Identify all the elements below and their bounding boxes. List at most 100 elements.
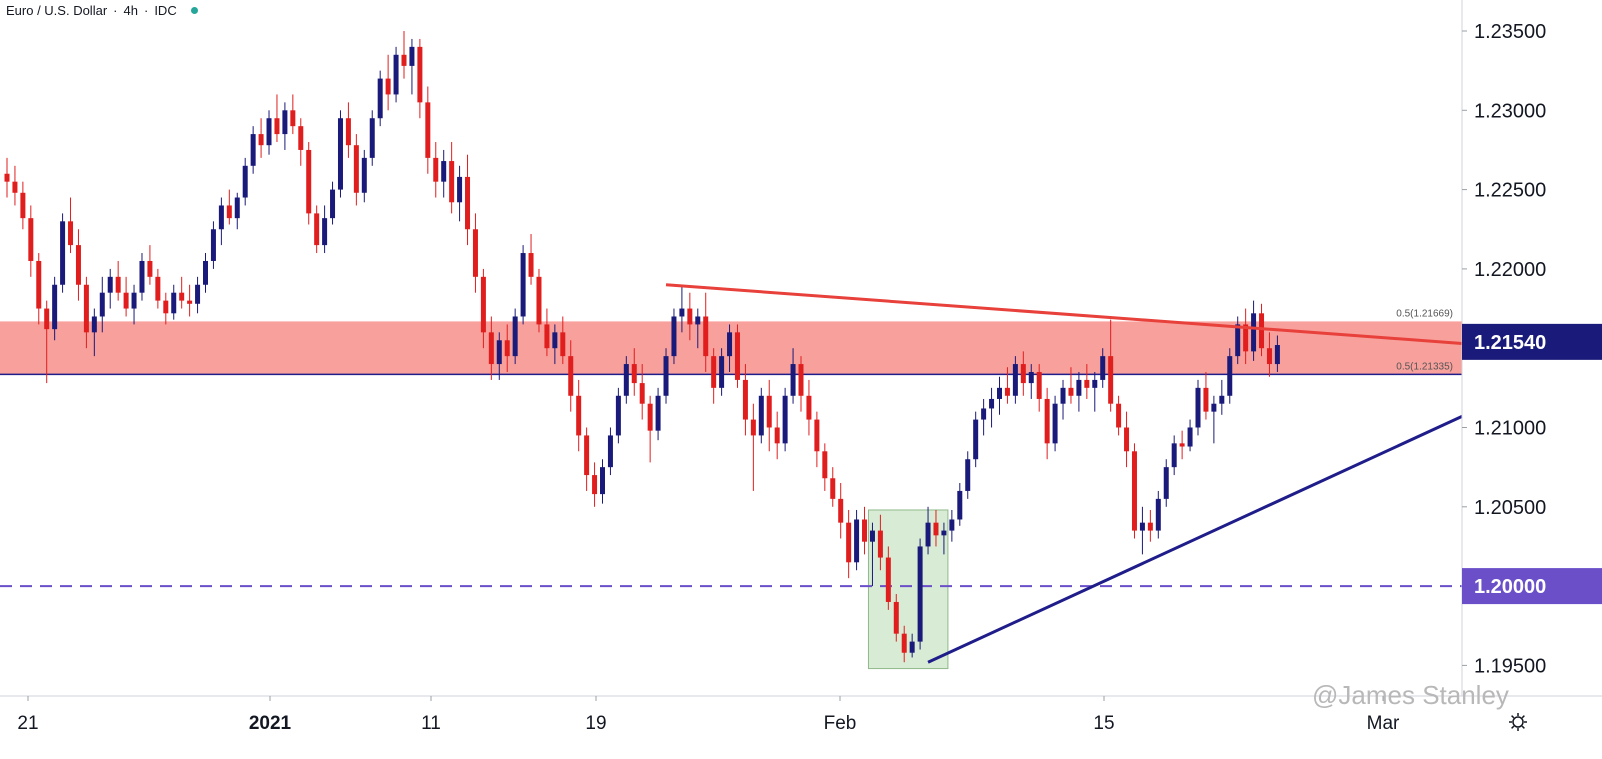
candle-body — [274, 118, 280, 135]
candle-body — [203, 260, 208, 285]
symbol-name: Euro / U.S. Dollar — [6, 3, 108, 18]
candle-body — [369, 118, 375, 158]
candle-body — [1092, 379, 1098, 388]
trendlines-layer — [665, 283, 1463, 664]
candle-body — [639, 383, 645, 404]
candle-body — [179, 292, 185, 301]
candle-body — [171, 292, 177, 314]
candle-body — [1100, 356, 1106, 380]
candle-body — [4, 173, 10, 182]
candle-body — [981, 408, 987, 420]
candle-body — [1211, 403, 1217, 412]
candle-body — [877, 530, 883, 558]
y-tick-label: 1.23500 — [1474, 21, 1546, 43]
candle-body — [1068, 387, 1074, 396]
candle-body — [727, 332, 733, 357]
current-price-badge — [1462, 323, 1602, 360]
candle-body — [1124, 427, 1130, 452]
market-status-icon — [190, 7, 198, 14]
candle-body — [949, 519, 955, 531]
candle-body — [99, 292, 105, 317]
candle-body — [1147, 522, 1153, 531]
candle-body — [449, 161, 455, 203]
candle-body — [353, 145, 359, 193]
candle-body — [1259, 313, 1265, 349]
candle-body — [909, 641, 915, 653]
candle-body — [131, 292, 137, 309]
header-separator: · — [113, 3, 118, 18]
candle-body — [758, 395, 764, 436]
candle-body — [1052, 403, 1058, 444]
candle-body — [123, 292, 129, 309]
candle-body — [862, 519, 868, 542]
candle-body — [623, 364, 629, 396]
y-tick-label: 1.22000 — [1474, 259, 1546, 281]
candle-body — [973, 419, 979, 460]
x-tick-label: 2021 — [249, 713, 292, 734]
candle-body — [52, 284, 58, 330]
candle-body — [1116, 403, 1122, 428]
candle-body — [925, 522, 931, 547]
candle-body — [1020, 364, 1026, 384]
candle-body — [1243, 324, 1249, 352]
candle-body — [210, 229, 216, 261]
y-tick-label: 1.21000 — [1474, 418, 1546, 440]
fib-label-bottom: 0.5(1.21335) — [1396, 361, 1453, 372]
candle-body — [711, 356, 717, 388]
candle-body — [806, 395, 812, 420]
candle-body — [766, 395, 772, 428]
candle-body — [1203, 387, 1209, 412]
candle-body — [560, 332, 566, 357]
candle-body — [917, 546, 923, 642]
candle-body — [20, 192, 26, 219]
candle-body — [226, 205, 232, 219]
candle-body — [750, 419, 756, 436]
candle-body — [147, 260, 153, 277]
candle-body — [345, 118, 351, 146]
candle-body — [1139, 522, 1145, 531]
candle-body — [385, 78, 391, 95]
candle-body — [457, 176, 463, 203]
candle-body — [600, 467, 605, 495]
candle-body — [687, 308, 693, 325]
candle-body — [290, 110, 296, 127]
candle-body — [258, 134, 264, 146]
candle-body — [1155, 498, 1161, 531]
candle-body — [798, 364, 804, 396]
candle-body — [1235, 324, 1241, 357]
candle-body — [441, 161, 447, 182]
candle-body — [417, 46, 423, 103]
candle-body — [337, 118, 343, 190]
candle-body — [12, 181, 18, 193]
y-tick-label: 1.22500 — [1474, 180, 1546, 202]
candle-body — [139, 260, 145, 293]
candle-body — [393, 54, 399, 95]
candle-body — [1076, 379, 1082, 396]
candle-body — [703, 316, 709, 357]
candle-body — [409, 46, 415, 66]
candle-body — [115, 276, 121, 293]
candle-body — [266, 118, 272, 146]
gear-icon[interactable] — [1509, 713, 1527, 731]
x-tick-label: Feb — [824, 713, 857, 734]
candle-body — [425, 102, 431, 158]
candle-body — [107, 276, 113, 293]
x-tick-label: 11 — [421, 713, 441, 734]
candle-body — [520, 253, 526, 317]
candle-body — [997, 387, 1002, 399]
chart-header: Euro / U.S. Dollar · 4h · IDC — [6, 3, 198, 18]
y-tick-label: 1.20500 — [1474, 497, 1546, 519]
candle-body — [218, 205, 224, 230]
candle-body — [306, 149, 312, 214]
candle-body — [1163, 467, 1169, 499]
candle-body — [782, 395, 788, 444]
candle-body — [528, 253, 534, 277]
candle-body — [242, 165, 248, 198]
x-tick-label: Mar — [1367, 713, 1400, 734]
source-label: IDC — [154, 3, 177, 18]
candle-body — [1227, 356, 1233, 396]
candle-body — [1171, 443, 1177, 468]
x-tick-label: 19 — [585, 713, 606, 734]
timeframe-label[interactable]: 4h — [123, 3, 138, 18]
